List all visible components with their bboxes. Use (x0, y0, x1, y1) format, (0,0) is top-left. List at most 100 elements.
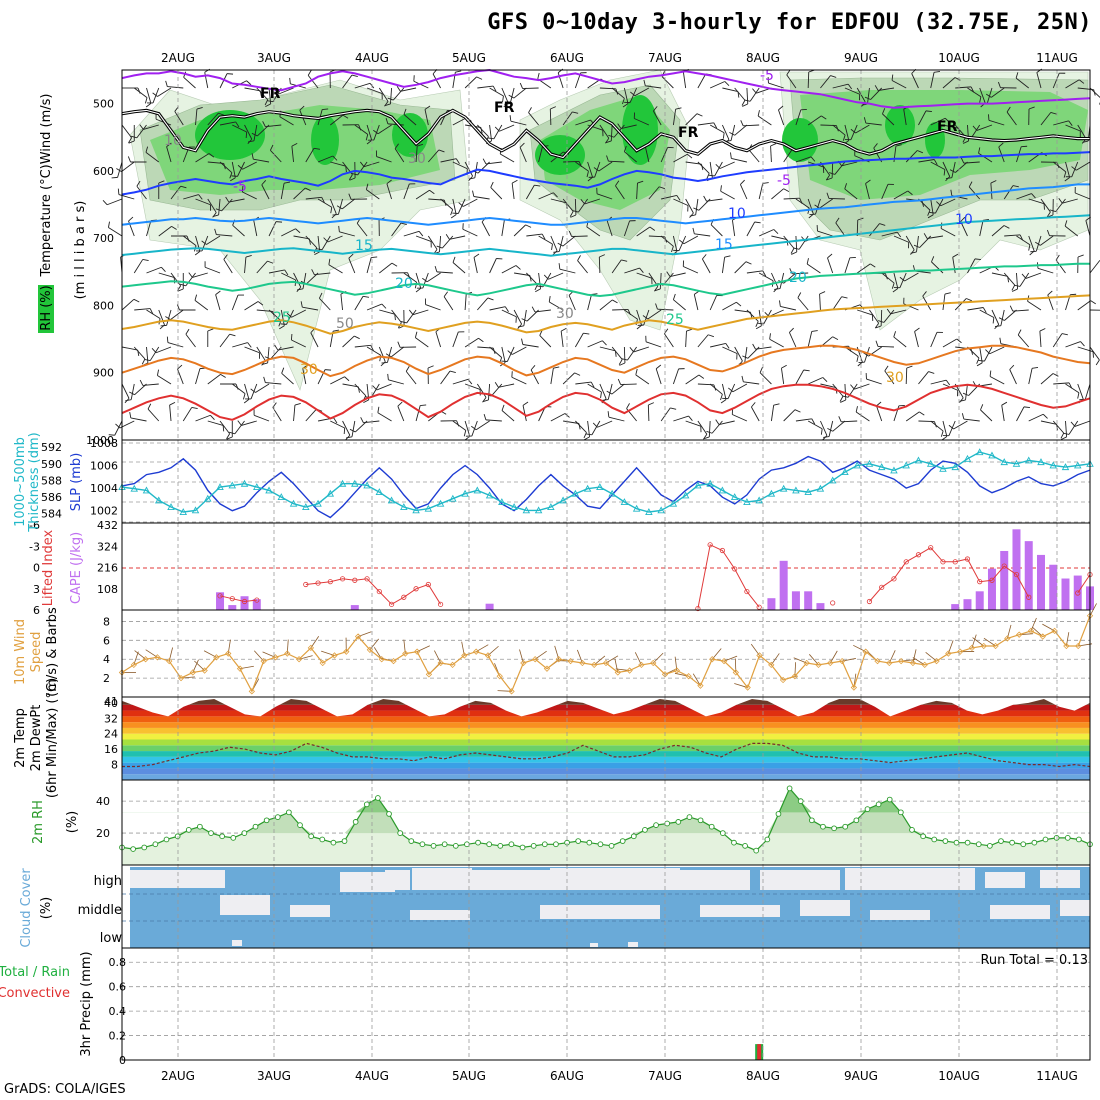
rh2m-point (486, 841, 493, 848)
wind-barb-flag (943, 169, 946, 176)
rh2m-point (719, 830, 726, 836)
wind-barb (647, 309, 662, 320)
wind-barb (623, 87, 629, 104)
wind-barb (488, 383, 491, 400)
wind-barb-10m (750, 643, 760, 656)
lifted-index-point (327, 579, 333, 585)
wind-barb (457, 198, 466, 214)
wind-barb (855, 124, 870, 134)
wind-barb-flag (521, 338, 524, 345)
wind-barb (370, 383, 380, 398)
rh2m-point (597, 841, 604, 848)
wind-barb (935, 198, 944, 214)
wind-barb-flag (536, 285, 543, 288)
wind-barb (558, 235, 564, 252)
wind-barb-flag (237, 164, 243, 170)
wind-barb (351, 420, 356, 437)
y-tick-thickness: 588 (41, 474, 62, 487)
thickness-point (204, 494, 212, 502)
wind-barb (511, 183, 515, 200)
wind-barb-flag (875, 325, 882, 329)
lifted-index-point (989, 577, 995, 583)
thickness-point (1024, 456, 1033, 464)
wind-barb-flag (289, 77, 291, 84)
temp-band (122, 762, 1090, 769)
wind-barb (166, 309, 172, 326)
wind-barb-flag (371, 256, 378, 258)
thickness-point (743, 498, 751, 505)
x-date-bottom: 6AUG (550, 1069, 584, 1083)
cloud-high-clear (385, 870, 410, 890)
wind-barb-flag (166, 336, 169, 343)
precip-convective-bar (757, 1044, 762, 1060)
thickness-point (730, 493, 739, 501)
wind-barb-flag (941, 436, 948, 441)
wind-barb (683, 235, 699, 245)
wind-barb (218, 198, 221, 215)
wind-barb-flag (394, 143, 399, 149)
lifted-index-point (928, 545, 934, 551)
wind-barb (330, 161, 346, 167)
wind-barb-flag (730, 152, 732, 159)
wind-barb (623, 220, 631, 237)
wind-barb-flag (839, 396, 844, 402)
wind-barb (268, 269, 285, 274)
wind-barb-10m (373, 647, 383, 660)
wind-barb-flag (490, 181, 494, 188)
wind-barb (596, 193, 613, 200)
wind-barb-flag (165, 80, 168, 87)
wind-barb-flag (482, 158, 487, 165)
lifted-index-point (915, 552, 922, 558)
wind-barb (242, 191, 257, 200)
wind-barb (770, 145, 772, 163)
freezing-level-line (121, 109, 1090, 159)
wind-barb (1027, 300, 1042, 311)
wind-barb-flag (618, 359, 623, 365)
wind-speed-point (307, 644, 315, 652)
wind-barb-flag (722, 132, 725, 139)
wind-barb (412, 309, 429, 316)
wind-barb (195, 109, 198, 126)
wind-barb (155, 346, 172, 354)
wind-barb (146, 87, 152, 104)
thickness-point (963, 454, 972, 462)
rh2m-point (998, 838, 1004, 844)
cloud-mid-clear (800, 900, 850, 916)
wind-barb-flag (397, 401, 403, 407)
wind-barb-flag (215, 208, 222, 212)
wind-barb (970, 124, 981, 139)
wind-barb (550, 413, 566, 422)
wind-barb-flag (250, 388, 256, 393)
rh2m-point (920, 833, 926, 840)
wind-barb (880, 309, 883, 327)
wind-barb-flag (1031, 366, 1039, 369)
wind-barb-flag (832, 336, 839, 340)
cloud-low-clear (590, 943, 598, 947)
wind-barb-flag (128, 216, 134, 222)
wind-barb-flag (1050, 111, 1057, 115)
wind-barb-flag (557, 242, 564, 247)
wind-barb-flag (966, 298, 973, 302)
wind-barb-flag (891, 74, 894, 81)
thickness-point (449, 494, 457, 502)
wind-barb (930, 72, 935, 89)
wind-barb (661, 76, 674, 89)
wind-barb (498, 383, 515, 388)
wind-barb (219, 161, 233, 174)
wind-barb (134, 308, 151, 311)
wind-barb-flag (906, 365, 913, 369)
label-precip: 3hr Precip (mm) (79, 951, 94, 1056)
wind-barb (989, 346, 1005, 355)
wind-barb (806, 263, 821, 274)
wind-barb-flag (863, 352, 869, 357)
wind-barb (509, 87, 515, 104)
wind-barb (881, 184, 889, 200)
wind-barb (427, 235, 438, 250)
wind-barb (279, 116, 294, 126)
wind-barb-flag (225, 196, 230, 203)
wind-barb (550, 235, 558, 251)
wind-barb (865, 183, 870, 200)
thickness-point (253, 483, 261, 491)
label-rh2m: 2m RH (31, 800, 46, 844)
wind-barb (817, 230, 833, 237)
